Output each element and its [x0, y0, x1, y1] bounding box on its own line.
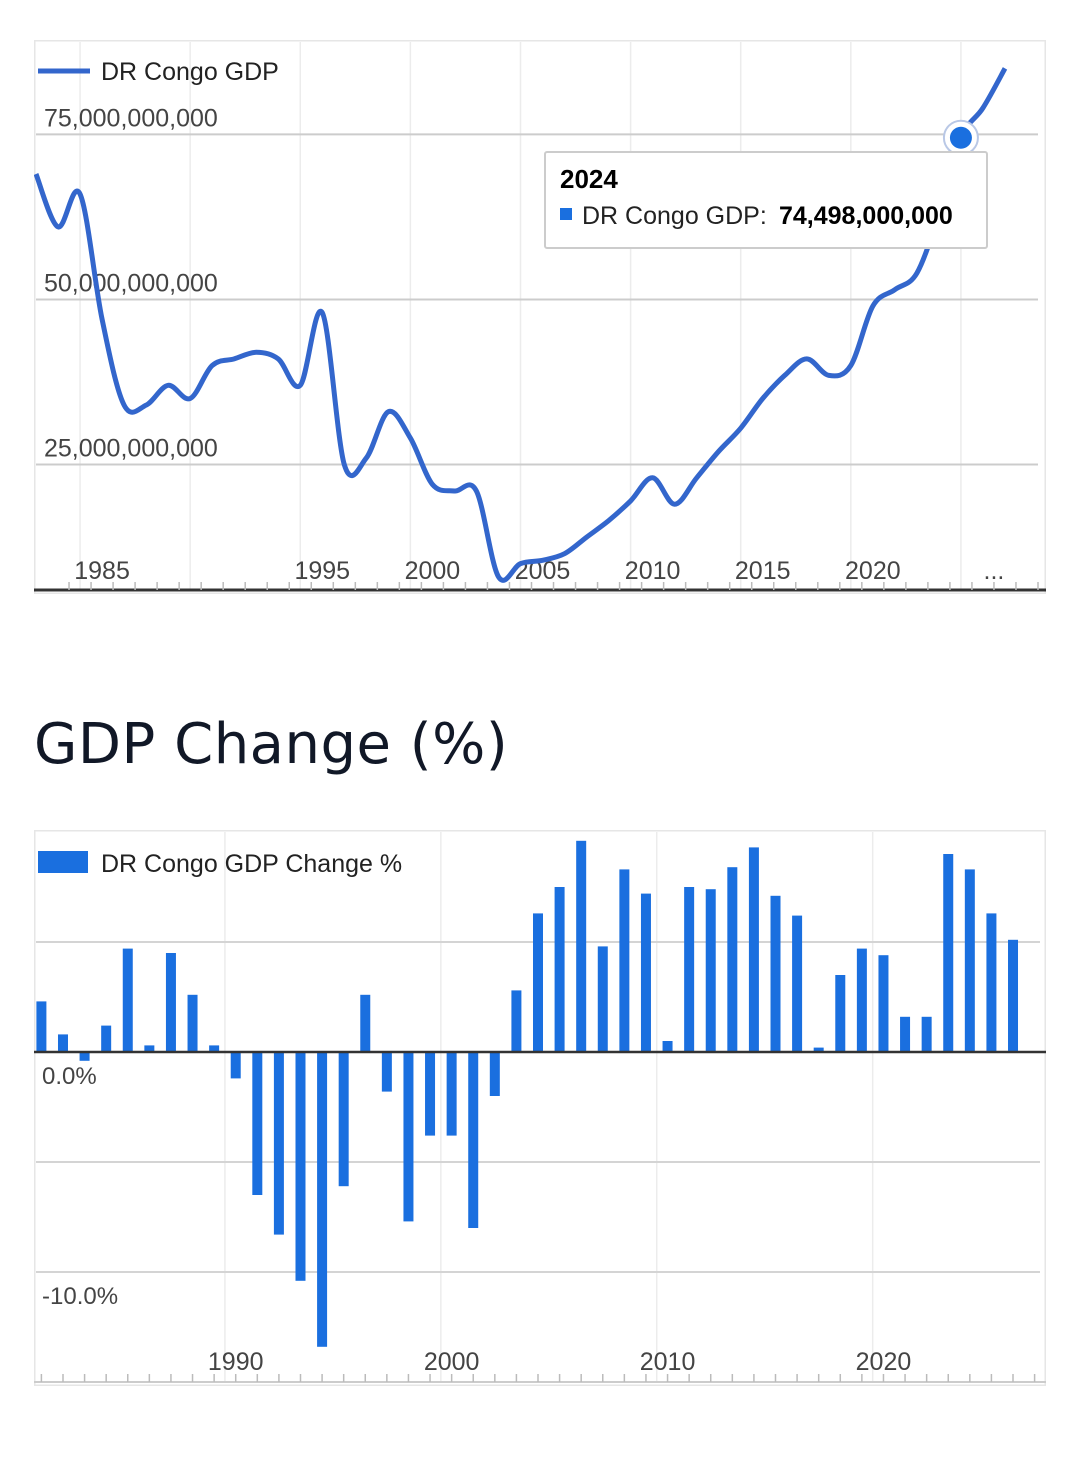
- gdp-highlight-point[interactable]: [949, 126, 972, 149]
- gdp-tooltip-title: 2024: [560, 164, 618, 194]
- change-bar[interactable]: [446, 1052, 457, 1136]
- change-bar[interactable]: [144, 1045, 155, 1052]
- change-bar[interactable]: [165, 953, 176, 1052]
- gdp-legend-label[interactable]: DR Congo GDP: [101, 58, 279, 86]
- change-bar[interactable]: [856, 948, 867, 1052]
- change-bar[interactable]: [317, 1052, 328, 1347]
- gdp-x-tick-label: ...: [984, 557, 1005, 585]
- change-bar[interactable]: [57, 1034, 68, 1052]
- gdp-y-tick-label: 75,000,000,000: [44, 104, 218, 132]
- change-legend-swatch: [38, 851, 88, 873]
- gdp-change-chart-svg: 0.0% -10.0% 1990 2000 2010 2020 DR Congo GDP C…: [34, 830, 1046, 1386]
- gdp-tooltip-label: DR Congo GDP:: [582, 202, 767, 230]
- gdp-change-bar-chart[interactable]: 0.0% -10.0% 1990 2000 2010 2020 DR Congo GDP C…: [34, 830, 1046, 1386]
- change-bar[interactable]: [425, 1052, 436, 1136]
- change-bars: [36, 840, 1019, 1347]
- change-y-tick-label: 0.0%: [42, 1063, 97, 1090]
- change-bar[interactable]: [101, 1025, 112, 1052]
- change-bar[interactable]: [727, 867, 738, 1052]
- gdp-x-tick-label: 2010: [625, 557, 681, 585]
- gdp-x-tick-label: 1995: [294, 557, 350, 585]
- change-legend-label[interactable]: DR Congo GDP Change %: [101, 850, 402, 878]
- change-x-tick-label: 2000: [424, 1348, 480, 1376]
- change-bar[interactable]: [1008, 939, 1019, 1052]
- gdp-x-tick-label: 2015: [735, 557, 791, 585]
- change-x-tick-label: 2020: [856, 1348, 912, 1376]
- gdp-tooltip-swatch: [560, 208, 572, 220]
- gdp-tooltip-box: [544, 151, 988, 249]
- gdp-x-tick-label: 2000: [405, 557, 461, 585]
- change-bar[interactable]: [230, 1052, 241, 1079]
- gdp-tooltip-value: 74,498,000,000: [779, 202, 953, 230]
- change-bar[interactable]: [835, 975, 846, 1052]
- change-bar[interactable]: [468, 1052, 479, 1228]
- change-x-tick-label: 2010: [640, 1348, 696, 1376]
- change-bar[interactable]: [813, 1047, 824, 1052]
- change-bar[interactable]: [619, 869, 630, 1052]
- gdp-change-heading: GDP Change (%): [34, 712, 509, 777]
- gdp-series-line[interactable]: [34, 67, 1008, 583]
- change-bar[interactable]: [489, 1052, 500, 1096]
- gdp-y-tick-label: 50,000,000,000: [44, 269, 218, 297]
- change-bar[interactable]: [878, 955, 889, 1052]
- change-bar[interactable]: [597, 946, 608, 1052]
- change-bar[interactable]: [705, 889, 716, 1052]
- change-bar[interactable]: [403, 1052, 414, 1222]
- change-bar[interactable]: [209, 1045, 220, 1052]
- change-bar[interactable]: [122, 948, 133, 1052]
- change-bar[interactable]: [187, 994, 198, 1052]
- change-bar[interactable]: [662, 1041, 673, 1052]
- change-bar[interactable]: [360, 994, 371, 1052]
- change-bar[interactable]: [273, 1052, 284, 1235]
- change-bar[interactable]: [792, 915, 803, 1052]
- gdp-chart-svg: 25,000,000,000 50,000,000,000 75,000,000,0…: [34, 40, 1046, 594]
- gdp-x-tick-label: 2020: [845, 557, 901, 585]
- change-bar[interactable]: [748, 847, 759, 1052]
- change-bar[interactable]: [964, 869, 975, 1052]
- change-bar[interactable]: [986, 913, 997, 1052]
- change-bar[interactable]: [921, 1016, 932, 1052]
- change-x-tick-label: 1990: [208, 1348, 264, 1376]
- change-bar[interactable]: [554, 887, 565, 1052]
- change-bar[interactable]: [295, 1052, 306, 1281]
- change-bar[interactable]: [338, 1052, 349, 1187]
- change-bar[interactable]: [943, 854, 954, 1052]
- change-bar[interactable]: [684, 887, 695, 1052]
- change-bar[interactable]: [381, 1052, 392, 1092]
- change-bar[interactable]: [533, 913, 543, 1052]
- change-y-tick-label: -10.0%: [42, 1283, 118, 1310]
- change-bar[interactable]: [900, 1016, 911, 1052]
- change-bar[interactable]: [770, 895, 781, 1052]
- change-bar[interactable]: [640, 893, 651, 1052]
- gdp-y-tick-label: 25,000,000,000: [44, 435, 218, 463]
- gdp-x-tick-label: 1985: [74, 557, 130, 585]
- change-bar[interactable]: [252, 1052, 263, 1195]
- gdp-tooltip: 2024 DR Congo GDP: 74,498,000,000: [544, 151, 988, 249]
- change-bar[interactable]: [36, 1001, 47, 1052]
- change-bar[interactable]: [511, 990, 522, 1052]
- change-bar[interactable]: [576, 840, 587, 1052]
- gdp-chart-frame: [34, 40, 1046, 594]
- gdp-line-chart[interactable]: 25,000,000,000 50,000,000,000 75,000,000,0…: [34, 40, 1046, 594]
- change-bar[interactable]: [79, 1052, 90, 1061]
